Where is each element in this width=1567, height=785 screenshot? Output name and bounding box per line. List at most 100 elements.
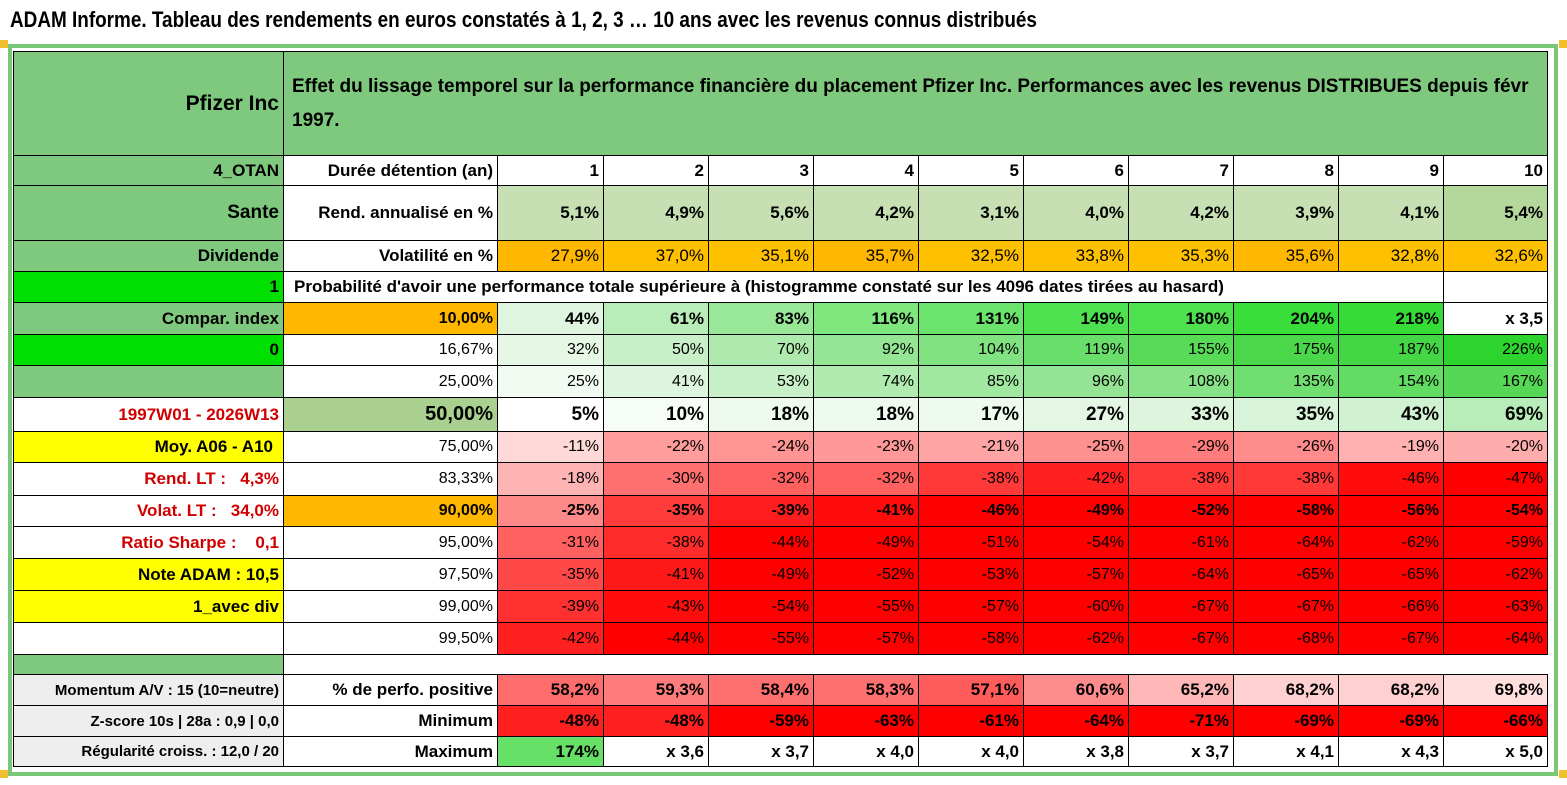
quantile-cell: -58% [918,622,1024,655]
quantile-cell: 135% [1233,365,1339,398]
duree-label: Durée détention (an) [283,155,498,186]
quantile-cell: -21% [918,431,1024,463]
quantile-cell: 116% [813,302,919,335]
frame-right [1554,44,1558,776]
quantile-cell: 85% [918,365,1024,398]
min-label: Minimum [283,705,498,737]
quantile-cell: -18% [497,462,604,496]
label-type: Dividende [13,240,284,272]
max-cell-6: x 3,8 [1023,736,1129,767]
year-header-6: 6 [1023,155,1129,186]
report-title: ADAM Informe. Tableau des rendements en … [10,7,1037,32]
quantile-cell: -52% [1128,495,1234,527]
year-header-4: 4 [813,155,919,186]
quantile-cell: -46% [1338,462,1444,496]
label-note: Note ADAM : 10,5 [13,558,284,591]
quantile-cell: x 3,5 [1443,302,1548,335]
quantile-cell: -32% [813,462,919,496]
quantile-cell: -64% [1128,558,1234,591]
quantile-cell: 18% [708,397,814,432]
min-cell-9: -69% [1338,705,1444,737]
quantile-cell: -49% [1023,495,1129,527]
quantile-cell: -44% [603,622,709,655]
quantile-cell: -24% [708,431,814,463]
flag-one: 1 [13,271,284,303]
vol-cell-3: 35,1% [708,240,814,272]
max-cell-3: x 3,7 [708,736,814,767]
quantile-cell: -20% [1443,431,1548,463]
quantile-cell: -52% [813,558,919,591]
quantile-level: 90,00% [283,495,498,527]
quantile-cell: 83% [708,302,814,335]
label-volat-lt: Volat. LT : 34,0% [13,495,284,527]
pos-cell-8: 68,2% [1233,674,1339,706]
min-cell-1: -48% [497,705,604,737]
quantile-level: 99,50% [283,622,498,655]
quantile-cell: 43% [1338,397,1444,432]
max-cell-4: x 4,0 [813,736,919,767]
frame-left [8,44,12,776]
quantile-cell: -59% [1443,526,1548,559]
quantile-cell: -62% [1443,558,1548,591]
spacer-row [283,654,1548,675]
quantile-cell: 92% [813,334,919,366]
pos-cell-10: 69,8% [1443,674,1548,706]
quantile-cell: -68% [1233,622,1339,655]
vol-cell-9: 32,8% [1338,240,1444,272]
quantile-cell: -22% [603,431,709,463]
quantile-cell: 53% [708,365,814,398]
quantile-level: 95,00% [283,526,498,559]
quantile-cell: -57% [813,622,919,655]
quantile-cell: -54% [1023,526,1129,559]
quantile-cell: 70% [708,334,814,366]
quantile-cell: -25% [497,495,604,527]
min-cell-4: -63% [813,705,919,737]
max-cell-10: x 5,0 [1443,736,1548,767]
quantile-cell: -38% [1233,462,1339,496]
label-otan: 4_OTAN [13,155,284,186]
pos-cell-5: 57,1% [918,674,1024,706]
quantile-cell: 218% [1338,302,1444,335]
quantile-cell: 108% [1128,365,1234,398]
quantile-cell: -25% [1023,431,1129,463]
max-cell-9: x 4,3 [1338,736,1444,767]
quantile-cell: -57% [918,590,1024,623]
quantile-cell: -41% [813,495,919,527]
vol-label: Volatilité en % [283,240,498,272]
quantile-cell: -65% [1338,558,1444,591]
label-avec-div: 1_avec div [13,590,284,623]
rend-cell-2: 4,9% [603,185,709,241]
returns-table: Pfizer Inc Effet du lissage temporel sur… [13,51,1548,767]
quantile-cell: 25% [497,365,604,398]
rend-cell-3: 5,6% [708,185,814,241]
year-header-10: 10 [1443,155,1548,186]
label-rend-lt: Rend. LT : 4,3% [13,462,284,496]
frame-corner-tl [0,40,8,48]
label-momentum: Momentum A/V : 15 (10=neutre) [13,674,284,706]
quantile-cell: -23% [813,431,919,463]
quantile-cell: 187% [1338,334,1444,366]
quantile-cell: -66% [1338,590,1444,623]
quantile-cell: -55% [708,622,814,655]
quantile-level: 10,00% [283,302,498,335]
quantile-cell: -67% [1338,622,1444,655]
frame-bottom [8,772,1558,776]
label-blank [13,365,284,398]
quantile-cell: 44% [497,302,604,335]
quantile-level: 16,67% [283,334,498,366]
quantile-cell: -35% [603,495,709,527]
rend-cell-7: 4,2% [1128,185,1234,241]
pos-cell-1: 58,2% [497,674,604,706]
quantile-cell: -61% [1128,526,1234,559]
quantile-cell: -53% [918,558,1024,591]
min-cell-10: -66% [1443,705,1548,737]
vol-cell-5: 32,5% [918,240,1024,272]
quantile-cell: -65% [1233,558,1339,591]
quantile-cell: 50% [603,334,709,366]
quantile-cell: -67% [1128,622,1234,655]
vol-cell-7: 35,3% [1128,240,1234,272]
quantile-cell: -58% [1233,495,1339,527]
label-compar: Compar. index [13,302,284,335]
quantile-cell: -54% [1443,495,1548,527]
quantile-cell: -42% [497,622,604,655]
